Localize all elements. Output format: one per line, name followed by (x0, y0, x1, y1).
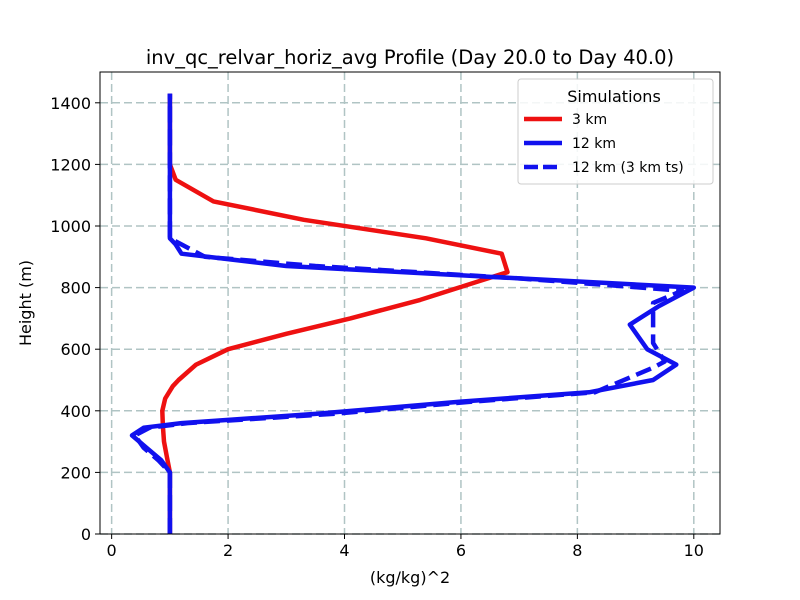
x-tick-label: 6 (456, 541, 466, 560)
series-line-1 (160, 93, 510, 534)
x-tick-label: 8 (572, 541, 582, 560)
legend: Simulations 3 km 12 km 12 km (3 km ts) (517, 78, 714, 185)
y-axis-label: Height (m) (16, 260, 35, 346)
x-tick-label: 0 (107, 541, 117, 560)
chart-title: inv_qc_relvar_horiz_avg Profile (Day 20.… (146, 46, 674, 69)
legend-label-3: 12 km (3 km ts) (572, 160, 684, 176)
x-axis: 0 2 4 6 8 10 (107, 534, 704, 560)
y-tick-label: 0 (81, 525, 91, 544)
y-tick-label: 400 (60, 402, 91, 421)
legend-label-1: 3 km (572, 112, 607, 128)
plot-frame (99, 71, 721, 535)
x-tick-label: 10 (684, 541, 704, 560)
y-tick-label: 600 (60, 340, 91, 359)
legend-label-2: 12 km (572, 136, 616, 152)
series-lines (129, 93, 697, 534)
x-axis-label: (kg/kg)^2 (370, 568, 450, 587)
y-axis: 0 200 400 600 800 1000 1200 1400 (50, 94, 100, 544)
series-line-3 (132, 93, 685, 534)
y-tick-label: 1200 (50, 155, 91, 174)
series-line-2 (129, 93, 697, 534)
x-tick-label: 2 (223, 541, 233, 560)
x-tick-label: 4 (339, 541, 349, 560)
y-tick-label: 1000 (50, 217, 91, 236)
legend-box (517, 78, 714, 185)
y-tick-label: 200 (60, 463, 91, 482)
y-tick-label: 1400 (50, 94, 91, 113)
y-tick-label: 800 (60, 279, 91, 298)
legend-title: Simulations (567, 87, 661, 106)
